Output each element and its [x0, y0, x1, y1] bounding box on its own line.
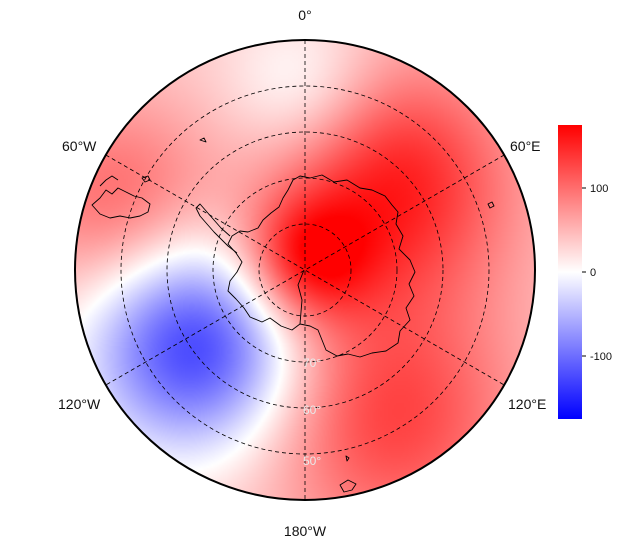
lon-label-0: 0°: [298, 7, 311, 23]
south-america-tip: [91, 187, 151, 219]
antarctica-coast: [227, 174, 416, 358]
south-georgia: [141, 175, 151, 183]
south-america-west: [99, 175, 119, 187]
lon-label-60e: 60°E: [510, 138, 541, 154]
colorbar-tick-label: 100: [590, 183, 608, 195]
antarctic-peninsula: [195, 203, 238, 254]
lat-label-60: 60°: [303, 403, 321, 417]
lat-circle-70: [212, 177, 398, 363]
ross-ice-shelf: [297, 269, 305, 325]
colorbar-tick-label: 0: [590, 267, 596, 279]
lon-label-120w: 120°W: [58, 396, 101, 412]
south-orkney: [199, 137, 207, 143]
map-boundary: [74, 39, 536, 501]
lat-label-50: 50°: [303, 454, 321, 468]
anomaly-field: [75, 40, 535, 500]
macquarie: [345, 455, 350, 462]
graticule: [105, 40, 505, 500]
colorbar: 100 0 -100: [558, 125, 612, 419]
colorbar-gradient: [558, 125, 582, 419]
lat-circle-60: [166, 131, 444, 409]
coastlines: [91, 137, 495, 493]
lat-label-70: 70°: [303, 356, 321, 370]
lon-label-120e: 120°E: [508, 396, 546, 412]
colorbar-tick-label: -100: [590, 351, 612, 363]
lon-label-60w: 60°W: [62, 138, 97, 154]
new-zealand-stewart: [339, 479, 357, 493]
lon-label-180w: 180°W: [284, 523, 327, 539]
kerguelen: [487, 201, 495, 209]
